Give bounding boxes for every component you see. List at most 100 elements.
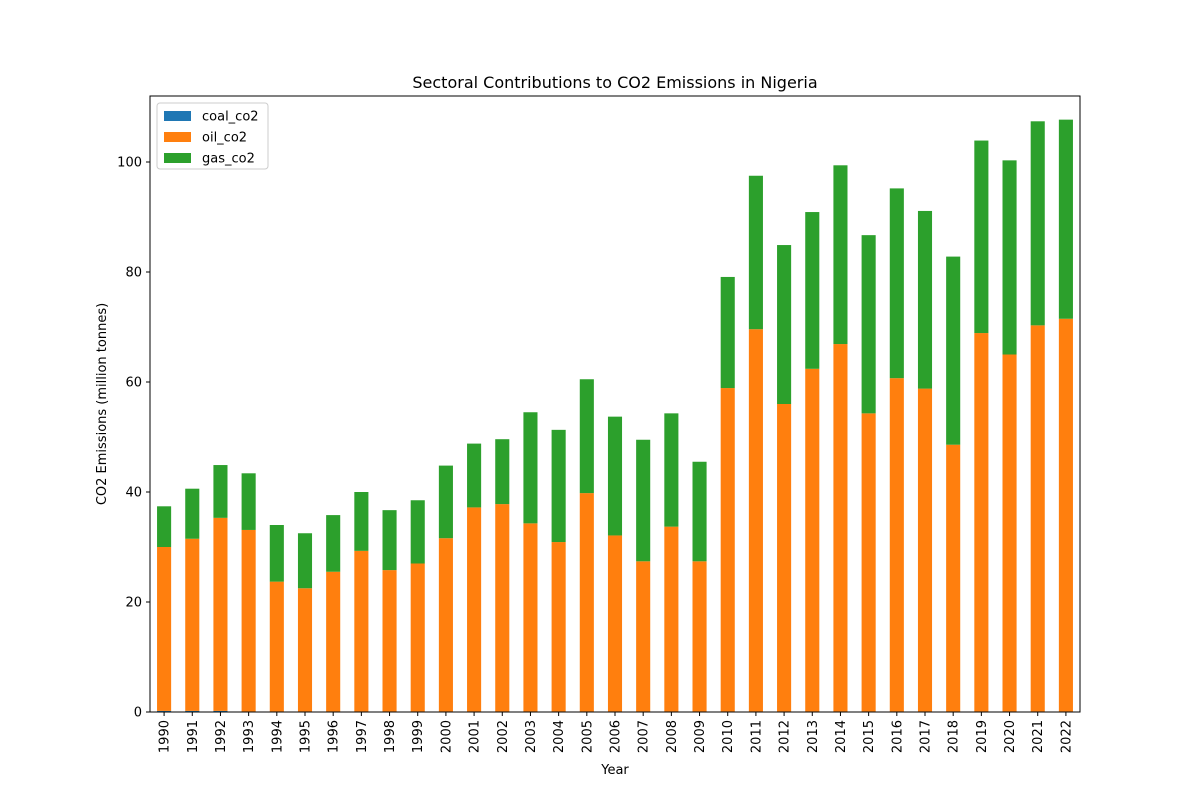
bar-oil_co2-2016 bbox=[889, 378, 904, 712]
bar-coal_co2-1990 bbox=[157, 710, 172, 712]
bar-gas_co2-2021 bbox=[1030, 121, 1045, 326]
bar-gas_co2-2020 bbox=[1002, 160, 1017, 355]
x-tick-label: 1993 bbox=[242, 720, 257, 753]
bar-gas_co2-2017 bbox=[917, 210, 933, 389]
y-tick-label: 0 bbox=[134, 706, 142, 721]
bar-gas_co2-1991 bbox=[185, 488, 200, 539]
bar-gas_co2-2002 bbox=[495, 439, 510, 505]
x-tick-label: 2015 bbox=[862, 720, 877, 753]
legend-swatch-gas_co2 bbox=[164, 153, 191, 163]
x-tick-label: 2004 bbox=[552, 720, 567, 753]
x-tick-label: 1996 bbox=[327, 720, 342, 753]
bar-coal_co2-1992 bbox=[213, 710, 228, 712]
y-tick-label: 80 bbox=[125, 266, 142, 281]
bar-oil_co2-2002 bbox=[495, 504, 510, 712]
bars-group bbox=[157, 119, 1073, 712]
x-tick-label: 2001 bbox=[468, 720, 483, 753]
y-tick-label: 60 bbox=[125, 376, 142, 391]
bar-gas_co2-2000 bbox=[438, 465, 453, 539]
bar-gas_co2-2018 bbox=[946, 256, 961, 445]
x-tick-label: 2006 bbox=[609, 720, 624, 753]
bar-oil_co2-2006 bbox=[607, 535, 623, 712]
legend-swatch-coal_co2 bbox=[164, 111, 191, 121]
bar-oil_co2-2011 bbox=[748, 329, 763, 712]
bar-gas_co2-2006 bbox=[607, 416, 623, 536]
bar-oil_co2-1996 bbox=[326, 571, 341, 712]
bar-oil_co2-1992 bbox=[213, 517, 228, 711]
bar-gas_co2-1995 bbox=[297, 533, 313, 589]
bar-coal_co2-1991 bbox=[185, 710, 200, 712]
legend-label-oil_co2: oil_co2 bbox=[202, 131, 247, 146]
bar-gas_co2-2022 bbox=[1058, 119, 1073, 319]
bar-oil_co2-1990 bbox=[157, 547, 172, 711]
y-axis-label: CO2 Emissions (million tonnes) bbox=[95, 303, 110, 505]
bar-oil_co2-2012 bbox=[777, 404, 792, 712]
bar-gas_co2-2016 bbox=[889, 188, 904, 379]
bar-gas_co2-2004 bbox=[551, 429, 566, 543]
x-tick-label: 2020 bbox=[1003, 720, 1018, 753]
x-axis-label: Year bbox=[600, 763, 629, 778]
bar-oil_co2-2004 bbox=[551, 542, 566, 712]
bar-oil_co2-2022 bbox=[1058, 318, 1073, 712]
bar-oil_co2-1991 bbox=[185, 538, 200, 711]
bar-oil_co2-2003 bbox=[523, 523, 538, 712]
y-tick-label: 20 bbox=[125, 596, 142, 611]
x-tick-label: 1994 bbox=[270, 720, 285, 753]
x-tick-label: 2014 bbox=[834, 720, 849, 753]
x-tick-label: 1998 bbox=[383, 720, 398, 753]
legend: coal_co2 oil_co2 gas_co2 bbox=[156, 102, 269, 170]
bar-oil_co2-2021 bbox=[1030, 325, 1045, 712]
x-tick-label: 1995 bbox=[299, 720, 314, 753]
legend-swatch-oil_co2 bbox=[164, 132, 191, 142]
bar-gas_co2-1996 bbox=[326, 515, 341, 572]
x-tick-label: 2011 bbox=[749, 720, 764, 753]
x-tick-label: 1990 bbox=[158, 720, 173, 753]
bar-gas_co2-2013 bbox=[805, 212, 820, 369]
bar-oil_co2-2017 bbox=[917, 388, 933, 712]
y-tick-label: 100 bbox=[117, 156, 142, 171]
bar-gas_co2-2007 bbox=[636, 439, 651, 562]
bar-gas_co2-2010 bbox=[720, 276, 735, 389]
bar-gas_co2-1999 bbox=[410, 500, 425, 564]
bar-gas_co2-2015 bbox=[861, 235, 876, 414]
legend-label-gas_co2: gas_co2 bbox=[202, 152, 255, 167]
bar-oil_co2-2019 bbox=[974, 333, 989, 712]
bar-gas_co2-2008 bbox=[664, 413, 679, 527]
x-tick-label: 2018 bbox=[947, 720, 962, 753]
bar-gas_co2-1993 bbox=[241, 473, 256, 530]
x-tick-label: 2002 bbox=[496, 720, 511, 753]
bar-gas_co2-2012 bbox=[777, 245, 792, 404]
x-tick-label: 2009 bbox=[693, 720, 708, 753]
bar-oil_co2-2020 bbox=[1002, 354, 1017, 712]
x-tick-label: 2010 bbox=[721, 720, 736, 753]
bar-oil_co2-1997 bbox=[354, 550, 369, 712]
bar-oil_co2-1993 bbox=[241, 529, 256, 712]
bar-oil_co2-2001 bbox=[467, 507, 482, 712]
bar-gas_co2-1992 bbox=[213, 465, 228, 518]
bar-oil_co2-2005 bbox=[579, 493, 594, 712]
bar-oil_co2-1998 bbox=[382, 570, 397, 712]
bar-gas_co2-2011 bbox=[748, 175, 763, 330]
bar-gas_co2-2014 bbox=[833, 165, 848, 345]
bar-gas_co2-2019 bbox=[974, 140, 989, 334]
x-tick-label: 2022 bbox=[1059, 720, 1074, 753]
bar-gas_co2-1997 bbox=[354, 492, 369, 551]
x-tick-label: 2005 bbox=[580, 720, 595, 753]
bar-gas_co2-2003 bbox=[523, 412, 538, 524]
x-tick-label: 2021 bbox=[1031, 720, 1046, 753]
x-tick-label: 2013 bbox=[806, 720, 821, 753]
bar-oil_co2-1994 bbox=[269, 581, 284, 712]
bar-gas_co2-2009 bbox=[692, 461, 707, 562]
bar-oil_co2-2013 bbox=[805, 368, 820, 712]
x-tick-label: 1999 bbox=[411, 720, 426, 753]
axes-group: 0 20 40 60 80 100 1990 1991 1992 1993 1994 1995 1996… bbox=[117, 95, 1081, 753]
bar-oil_co2-2007 bbox=[636, 561, 651, 712]
bar-oil_co2-2015 bbox=[861, 413, 876, 712]
x-tick-label: 1991 bbox=[186, 720, 201, 753]
x-tick-label: 2019 bbox=[975, 720, 990, 753]
bar-oil_co2-1995 bbox=[297, 588, 313, 712]
bar-oil_co2-1999 bbox=[410, 563, 425, 712]
x-tick-label: 2012 bbox=[778, 720, 793, 753]
chart-title: Sectoral Contributions to CO2 Emissions … bbox=[412, 73, 817, 92]
